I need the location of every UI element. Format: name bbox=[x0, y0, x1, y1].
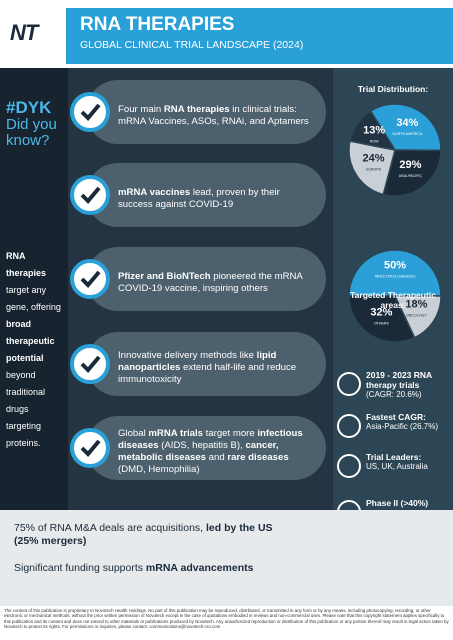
card: mRNA vaccines lead, proven by their succ… bbox=[86, 163, 326, 227]
stat: Trial Leaders: US, UK, Australia bbox=[366, 452, 452, 472]
header-band bbox=[66, 8, 453, 64]
slice-value: 13% bbox=[363, 125, 385, 137]
stat-icon bbox=[337, 414, 361, 438]
slice-label: NORTH AMERICA bbox=[392, 132, 422, 136]
bottom-line: 75% of RNA M&A deals are acquisitions, l… bbox=[14, 522, 294, 548]
slice-value: 18% bbox=[405, 299, 427, 311]
subtitle: GLOBAL CLINICAL TRIAL LANDSCAPE (2024) bbox=[80, 39, 304, 51]
pie-slice bbox=[393, 295, 442, 339]
check-icon bbox=[70, 428, 110, 468]
slice-value: 50% bbox=[384, 260, 406, 272]
slice-label: ONCOLOGY bbox=[406, 314, 427, 318]
title: RNA THERAPIES bbox=[80, 14, 235, 35]
text-part: and bbox=[206, 452, 228, 463]
check bbox=[80, 270, 101, 288]
stat-head: Fastest CAGR: bbox=[366, 412, 426, 422]
pie-title: Trial Distribution: bbox=[357, 84, 429, 94]
card-text: Four main RNA therapies in clinical tria… bbox=[118, 104, 314, 128]
stat-icon bbox=[337, 454, 361, 478]
pie-title: Targeted Therapeutic areas: bbox=[350, 290, 436, 310]
card-text: Pfizer and BioNTech pioneered the mRNA C… bbox=[118, 271, 314, 295]
text-part: Global bbox=[118, 428, 149, 439]
pie-slice bbox=[348, 249, 442, 297]
slice-label: ROW bbox=[370, 140, 379, 144]
slice-value: 29% bbox=[399, 159, 421, 171]
text-part: lead, proven by their success against CO… bbox=[118, 187, 280, 210]
text-part: Four main bbox=[118, 104, 164, 115]
slice-value: 32% bbox=[370, 306, 392, 318]
card-text: Global mRNA trials target more infectiou… bbox=[118, 428, 314, 476]
text-part: mRNA trials bbox=[148, 428, 203, 439]
text-part: extend half-life and reduce immunotoxici… bbox=[118, 362, 297, 385]
text-part: RNA therapies bbox=[163, 104, 230, 115]
text-part: (DMD, Hemophilia) bbox=[118, 464, 200, 475]
stat-head: Trial Leaders: bbox=[366, 452, 422, 462]
text-part: (AIDS, hepatitis B), bbox=[158, 440, 246, 451]
pie-slice bbox=[382, 149, 442, 197]
stat-text: US, UK, Australia bbox=[366, 462, 428, 471]
card: Four main RNA therapies in clinical tria… bbox=[86, 80, 326, 144]
stat: Phase II (>40%) bbox=[366, 498, 452, 508]
stat-head: 2019 - 2023 RNA therapy trials bbox=[366, 370, 432, 390]
dyk-text: RNA therapies target any gene, offering … bbox=[6, 248, 66, 452]
dyk-question: Did you know? bbox=[6, 116, 57, 149]
slice-label: INFECTIOUS DISEASES bbox=[375, 275, 416, 279]
text-part: cancer, metabolic diseases bbox=[118, 440, 279, 463]
text-part: pioneered the mRNA COVID-19 vaccine, ins… bbox=[118, 271, 303, 294]
check bbox=[80, 186, 101, 204]
text-part: mRNA vaccines bbox=[118, 187, 191, 198]
left-column bbox=[0, 68, 68, 510]
card: Pfizer and BioNTech pioneered the mRNA C… bbox=[86, 247, 326, 311]
logo: NT bbox=[10, 20, 38, 45]
check bbox=[80, 355, 101, 373]
dyk-tag: #DYK bbox=[6, 98, 52, 117]
stat-text: Asia-Pacific (26.7%) bbox=[366, 422, 439, 431]
check-icon bbox=[70, 259, 110, 299]
text-part: target more bbox=[202, 428, 258, 439]
check bbox=[80, 439, 101, 457]
text-part: RNA therapies bbox=[6, 251, 47, 278]
text-part: 75% of RNA M&A deals are acquisitions, bbox=[14, 522, 207, 534]
pie-slice bbox=[348, 295, 416, 343]
slice-label: EUROPE bbox=[366, 167, 382, 171]
stat-head: Phase II (>40%) bbox=[366, 498, 429, 508]
text-part: beyond traditional drugs targeting prote… bbox=[6, 370, 46, 448]
bottom-panel bbox=[0, 510, 453, 606]
check-icon bbox=[70, 344, 110, 384]
check bbox=[80, 103, 101, 121]
text-part: in clinical trials: mRNA Vaccines, ASOs,… bbox=[118, 104, 309, 127]
card-text: mRNA vaccines lead, proven by their succ… bbox=[118, 187, 314, 211]
text-part: Pfizer and BioNTech bbox=[118, 271, 211, 282]
slice-value: 24% bbox=[363, 152, 385, 164]
text-part: lipid nanoparticles bbox=[118, 350, 277, 373]
text-part: Significant funding supports bbox=[14, 562, 146, 574]
bottom-line: Significant funding supports mRNA advanc… bbox=[14, 562, 294, 575]
pie-slice bbox=[348, 109, 397, 152]
slice-label: OTHERS bbox=[374, 321, 390, 325]
pie-slice bbox=[348, 140, 396, 196]
stat-text: (CAGR: 20.6%) bbox=[366, 390, 422, 399]
text-part: target any gene, offering bbox=[6, 285, 61, 312]
text-part: rare diseases bbox=[227, 452, 289, 463]
card-text: Innovative delivery methods like lipid n… bbox=[118, 350, 314, 386]
footer: The content of this publication is propr… bbox=[4, 608, 449, 630]
text-part: led by the US (25% mergers) bbox=[14, 522, 273, 547]
slice-label: ASIA-PACIFIC bbox=[399, 174, 423, 178]
slice-value: 34% bbox=[396, 117, 418, 129]
pies: 34% NORTH AMERICA 29% ASIA-PACIFIC 24% EUROPE… bbox=[348, 103, 442, 343]
text-part: infectious diseases bbox=[118, 428, 303, 451]
card: Global mRNA trials target more infectiou… bbox=[86, 416, 326, 480]
check-icon bbox=[70, 175, 110, 215]
text-part: Innovative delivery methods like bbox=[118, 350, 257, 361]
stat-icon bbox=[337, 372, 361, 396]
stat: 2019 - 2023 RNA therapy trials (CAGR: 20.… bbox=[366, 370, 452, 400]
check-icon bbox=[70, 92, 110, 132]
card: Innovative delivery methods like lipid n… bbox=[86, 332, 326, 396]
text-part: mRNA advancements bbox=[145, 562, 254, 574]
stat: Fastest CAGR: Asia-Pacific (26.7%) bbox=[366, 412, 452, 432]
text-part: broad therapeutic potential bbox=[6, 319, 55, 363]
